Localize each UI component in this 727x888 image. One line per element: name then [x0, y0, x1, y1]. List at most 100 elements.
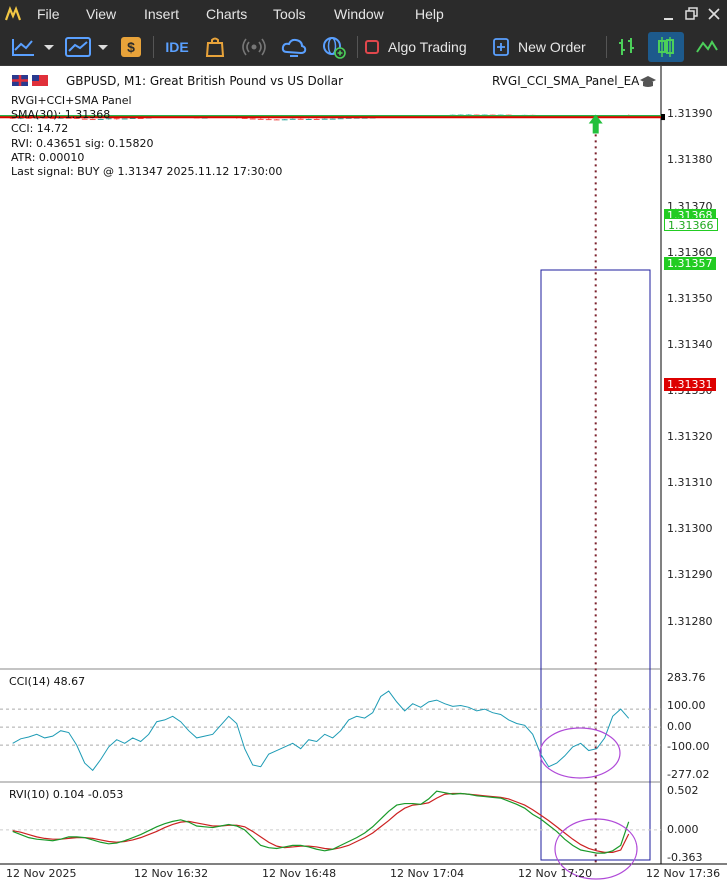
cci-tick: 0.00	[667, 720, 692, 733]
menu-help[interactable]: Help	[415, 6, 444, 22]
panel-cci: CCI: 14.72	[11, 122, 69, 136]
bullish-candle	[345, 117, 352, 119]
candlestick-icon	[658, 37, 674, 57]
cloud-icon	[281, 38, 307, 57]
price-tick: 1.31300	[667, 522, 713, 535]
new-order-button[interactable]: New Order	[492, 32, 600, 62]
time-tick: 12 Nov 17:04	[390, 867, 465, 880]
panel-rvi: RVI: 0.43651 sig: 0.15820	[11, 136, 154, 150]
red-level-tag: 1.31331	[664, 378, 716, 391]
bullish-candle	[289, 118, 296, 120]
menu-insert[interactable]: Insert	[144, 6, 180, 22]
price-tick: 1.31340	[667, 338, 713, 351]
menu-tools[interactable]: Tools	[273, 6, 306, 22]
terminal-logo-icon[interactable]	[5, 6, 21, 22]
globe-add-icon	[323, 37, 346, 59]
bar-chart-button[interactable]	[612, 32, 642, 62]
rvi-tick: 0.502	[667, 784, 699, 797]
bearish-candle	[25, 117, 32, 119]
bullish-candle	[17, 117, 24, 119]
menu-bar: File View Insert Charts Tools Window Hel…	[0, 0, 727, 28]
panel-sma: SMA(30): 1.31368	[11, 108, 111, 122]
bearish-candle	[265, 119, 272, 121]
bearish-candle	[249, 118, 256, 120]
price-tick: 1.31310	[667, 476, 713, 489]
indicator-chart-icon	[65, 37, 108, 57]
menu-window[interactable]: Window	[334, 6, 384, 22]
bearish-candle	[241, 117, 248, 119]
ea-info-panel: RVGI+CCI+SMA Panel SMA(30): 1.31368 CCI:…	[11, 94, 282, 179]
bullish-candle	[329, 118, 336, 120]
bullish-candle	[321, 118, 328, 120]
price-tick: 1.31280	[667, 615, 713, 628]
chart-symbol-title: GBPUSD, M1: Great British Pound vs US Do…	[66, 74, 344, 88]
expert-hat-icon[interactable]	[639, 74, 657, 88]
cci-indicator-label: CCI(14) 48.67	[9, 675, 86, 688]
time-tick: 12 Nov 2025	[6, 867, 77, 880]
bullish-candle	[97, 118, 104, 120]
buy-arrow-icon	[588, 114, 603, 134]
cci-tick: -277.02	[667, 768, 710, 781]
chart-window[interactable]: GBPUSD, M1: Great British Pound vs US Do…	[0, 66, 727, 888]
trade-button[interactable]: $	[116, 32, 146, 62]
bearish-candle	[49, 117, 56, 119]
chart-type-dropdown[interactable]	[8, 32, 58, 62]
bullish-candle	[281, 119, 288, 121]
toolbar: $ IDE Algo Trading New Order	[0, 28, 727, 66]
rvi-tick: 0.000	[667, 823, 699, 836]
algo-trading-button[interactable]: Algo Trading	[364, 32, 482, 62]
time-tick: 12 Nov 16:48	[262, 867, 337, 880]
bullish-candle	[337, 118, 344, 120]
time-tick: 12 Nov 17:20	[518, 867, 593, 880]
stop-square-icon	[365, 40, 379, 54]
selection-rectangle	[540, 269, 651, 861]
price-tick: 1.31290	[667, 568, 713, 581]
cci-tick: 100.00	[667, 699, 706, 712]
ide-button[interactable]: IDE	[165, 39, 189, 55]
community-button[interactable]	[318, 32, 350, 62]
bullish-candle	[129, 117, 136, 119]
menu-charts[interactable]: Charts	[206, 6, 248, 22]
dollar-icon: $	[121, 37, 141, 57]
rvi-indicator-label: RVI(10) 0.104 -0.053	[9, 788, 124, 801]
signals-button[interactable]	[238, 32, 270, 62]
rvi-main-line	[12, 790, 630, 854]
bearish-candle	[297, 118, 304, 120]
line-button[interactable]	[692, 32, 722, 62]
time-tick: 12 Nov 16:32	[134, 867, 209, 880]
cci-highlight-ellipse	[539, 727, 621, 779]
vps-button[interactable]	[278, 32, 310, 62]
level-price-tag: 1.31366	[664, 218, 718, 232]
expert-advisor-name: RVGI_CCI_SMA_Panel_EA	[492, 74, 640, 88]
candlestick-button[interactable]	[648, 32, 684, 62]
market-button[interactable]	[200, 32, 230, 62]
menu-view[interactable]: View	[86, 6, 117, 22]
chart-canvas[interactable]	[0, 66, 727, 888]
panel-last-signal: Last signal: BUY @ 1.31347 2025.11.12 17…	[11, 165, 283, 179]
close-icon[interactable]	[707, 7, 721, 21]
indicators-dropdown[interactable]	[62, 32, 112, 62]
line-chart-icon	[12, 39, 54, 56]
bullish-candle	[305, 118, 312, 120]
plus-document-icon	[493, 38, 509, 56]
panel-title: RVGI+CCI+SMA Panel	[11, 94, 132, 107]
bearish-candle	[313, 118, 320, 120]
svg-text:$: $	[127, 39, 135, 55]
price-tick: 1.31350	[667, 292, 713, 305]
signal-broadcast-icon	[242, 38, 266, 56]
minimize-icon[interactable]	[663, 9, 675, 21]
bearish-candle	[273, 119, 280, 121]
cci-tick: 283.76	[667, 671, 706, 684]
time-tick: 12 Nov 17:36	[646, 867, 721, 880]
menu-file[interactable]: File	[37, 6, 60, 22]
bearish-candle	[81, 118, 88, 120]
bearish-candle	[89, 119, 96, 121]
price-tick: 1.31380	[667, 153, 713, 166]
bullish-candle	[105, 118, 112, 120]
line-icon	[696, 40, 718, 53]
bearish-candle	[257, 118, 264, 120]
price-tick: 1.31360	[667, 246, 713, 259]
price-tick: 1.31320	[667, 430, 713, 443]
restore-icon[interactable]	[685, 7, 699, 21]
bearish-candle	[113, 118, 120, 120]
